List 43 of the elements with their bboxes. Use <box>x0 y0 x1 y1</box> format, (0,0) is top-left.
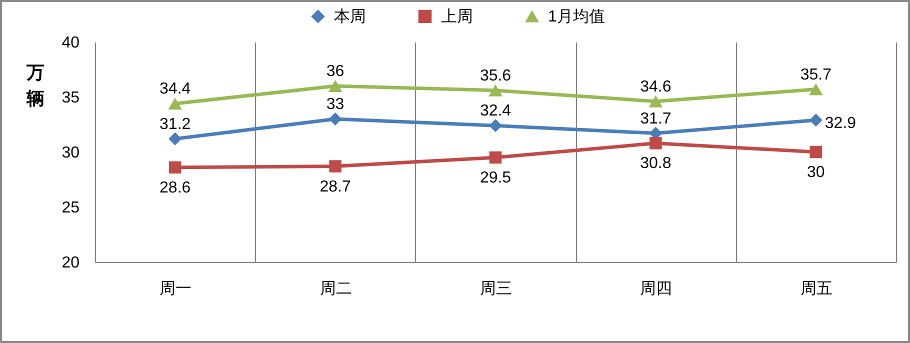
data-label: 32.9 <box>824 115 856 132</box>
data-label: 32.4 <box>480 102 512 120</box>
point <box>650 137 662 150</box>
y-tick-label: 35 <box>62 90 80 106</box>
x-tick-label: 周一 <box>160 280 192 298</box>
point <box>809 83 823 96</box>
legend-label: 本周 <box>334 7 366 26</box>
x-tick-label: 周三 <box>480 280 512 298</box>
point <box>329 160 342 172</box>
data-label: 31.7 <box>640 110 672 128</box>
data-label: 29.5 <box>480 170 512 186</box>
data-label: 30.8 <box>640 155 672 172</box>
point <box>328 80 342 92</box>
data-label: 35.6 <box>480 67 512 84</box>
point <box>648 95 663 108</box>
point <box>168 132 182 146</box>
data-label: 30 <box>807 164 825 181</box>
data-label: 34.4 <box>160 80 191 98</box>
y-tick-label: 20 <box>62 254 80 272</box>
point <box>809 114 822 127</box>
point <box>810 146 822 158</box>
data-label: 34.6 <box>640 78 672 96</box>
legend-label: 1月均值 <box>548 8 605 26</box>
x-tick-label: 周五 <box>800 280 832 298</box>
x-tick-label: 周四 <box>640 280 672 298</box>
y-tick-label: 25 <box>62 200 80 216</box>
x-tick-label: 周二 <box>320 280 352 298</box>
data-label: 28.6 <box>160 179 191 196</box>
data-label: 36 <box>326 63 344 80</box>
data-label: 33 <box>326 96 344 113</box>
point <box>489 151 502 164</box>
data-label: 31.2 <box>160 116 191 133</box>
legend-label: 上周 <box>441 7 473 26</box>
point <box>488 84 502 96</box>
point <box>168 161 182 174</box>
y-tick-label: 40 <box>62 34 80 52</box>
data-label: 28.7 <box>320 178 351 196</box>
y-axis-title: 万辆 <box>26 62 44 108</box>
y-tick-label: 30 <box>62 144 80 162</box>
point <box>488 119 502 132</box>
point <box>168 98 182 110</box>
data-label: 35.7 <box>800 66 832 84</box>
point <box>328 112 342 126</box>
